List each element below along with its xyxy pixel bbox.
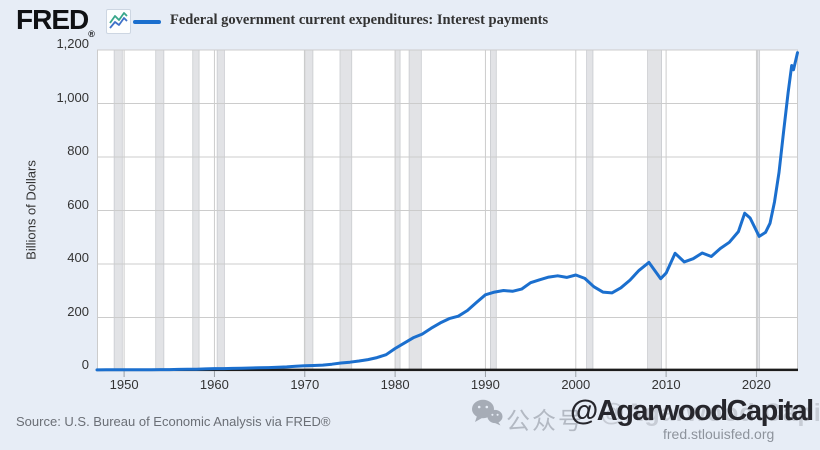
x-tick-label: 1970 — [290, 377, 320, 392]
registered-mark-icon: ® — [88, 29, 95, 39]
y-tick-label: 0 — [81, 357, 89, 372]
legend[interactable]: Federal government current expenditures:… — [133, 12, 548, 29]
fred-logo-text: FRED — [16, 4, 89, 35]
y-tick-label: 600 — [67, 196, 89, 212]
legend-label: Federal government current expenditures:… — [170, 12, 549, 28]
y-tick-label: 1,200 — [56, 36, 89, 51]
data-series-line — [95, 51, 799, 372]
x-tick-label: 1980 — [380, 377, 410, 392]
source-text: Source: U.S. Bureau of Economic Analysis… — [16, 414, 331, 429]
wechat-icon — [471, 399, 503, 431]
plot-area[interactable] — [95, 49, 799, 377]
chart-svg[interactable] — [95, 49, 799, 377]
fred-logo[interactable]: FRED® — [16, 4, 95, 39]
watermark-wechat-label: 公众号 — [506, 408, 584, 435]
watermark-site-url: fred.stlouisfed.org — [663, 426, 775, 442]
y-tick-label: 400 — [67, 250, 89, 265]
watermark-ghost-text: @Agarwood Capital — [600, 399, 820, 427]
x-tick-label: 2000 — [561, 377, 591, 392]
x-tick-label: 1950 — [109, 377, 139, 392]
x-tick-label: 2020 — [741, 377, 771, 392]
y-tick-label: 1,000 — [56, 89, 89, 105]
x-tick-label: 1960 — [199, 377, 229, 392]
watermark-handle: @AgarwoodCapital — [570, 395, 814, 427]
x-tick-label: 2010 — [651, 377, 681, 392]
y-tick-label: 800 — [67, 143, 89, 158]
legend-line-swatch — [133, 19, 161, 24]
y-tick-label: 200 — [67, 303, 89, 319]
x-tick-label: 1990 — [470, 377, 500, 392]
fred-sparkline-icon — [106, 9, 131, 34]
